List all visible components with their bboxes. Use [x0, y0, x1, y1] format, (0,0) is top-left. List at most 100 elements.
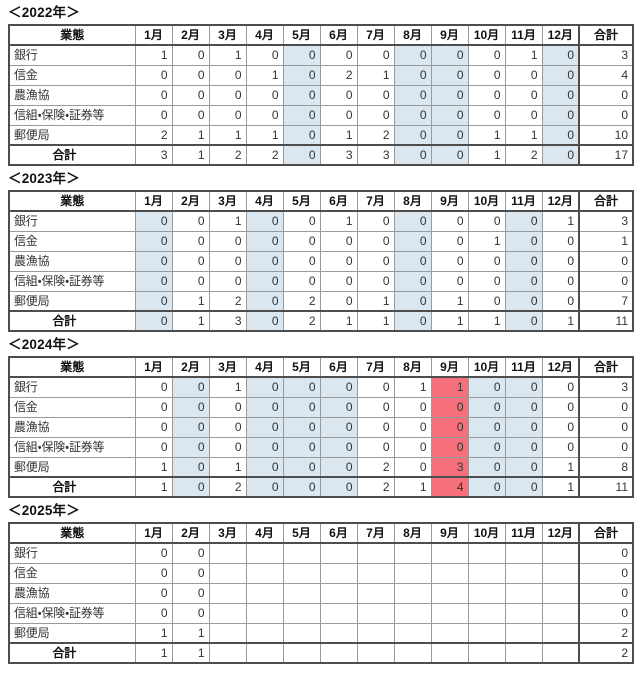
cell-2024-信組・保険・証券等-m2: 0: [171, 436, 210, 458]
column-header-month-11: 11月: [504, 190, 543, 212]
cell-2022-total-m8: 0: [393, 144, 432, 166]
cell-2023-total-m11: 0: [504, 310, 543, 332]
cell-2023-信金-m1: 0: [134, 230, 173, 252]
column-header-month-8: 8月: [393, 190, 432, 212]
cell-2024-信金-m6: 0: [319, 396, 358, 418]
row-label: 郵便局: [8, 124, 136, 146]
cell-2025-信金-m1: 0: [134, 562, 173, 584]
cell-2022-農漁協-m9: 0: [430, 84, 469, 106]
cell-2022-信金-m11: 0: [504, 64, 543, 86]
cell-2022-銀行-m11: 1: [504, 44, 543, 66]
column-header-month-5: 5月: [282, 24, 321, 46]
cell-2024-信組・保険・証券等-m10: 0: [467, 436, 506, 458]
cell-2024-農漁協-m5: 0: [282, 416, 321, 438]
year-title-2022: ＜2022年＞: [8, 5, 80, 20]
cell-2023-total-m10: 1: [467, 310, 506, 332]
cell-2025-total-m3: [208, 642, 247, 664]
cell-2024-信組・保険・証券等-m6: 0: [319, 436, 358, 458]
row-label: 農漁協: [8, 416, 136, 438]
cell-2022-農漁協-m1: 0: [134, 84, 173, 106]
column-header-total: 合計: [578, 356, 634, 378]
cell-2024-郵便局-m5: 0: [282, 456, 321, 478]
cell-2023-total-m5: 2: [282, 310, 321, 332]
column-header-month-8: 8月: [393, 522, 432, 544]
cell-2023-郵便局-m8: 0: [393, 290, 432, 312]
column-header-gyotai: 業態: [8, 356, 136, 378]
cell-2023-信金-m9: 0: [430, 230, 469, 252]
cell-2024-信組・保険・証券等-m4: 0: [245, 436, 284, 458]
cell-2025-total-m4: [245, 642, 284, 664]
table-row: 信金 0 0 0: [8, 562, 634, 584]
cell-2024-total-m8: 1: [393, 476, 432, 498]
cell-2024-農漁協-m2: 0: [171, 416, 210, 438]
cell-2023-total-m2: 1: [171, 310, 210, 332]
table-2022: 業態 1月 2月 3月 4月 5月 6月 7月 8月 9月 10月 11月 12月 合計 銀行 1 0 1 0 0 0 0…: [8, 24, 634, 166]
cell-2025-信組・保険・証券等-m11: [504, 602, 543, 624]
cell-2025-農漁協-m12: [541, 582, 580, 604]
cell-2024-信組・保険・証券等-m8: 0: [393, 436, 432, 458]
cell-2025-total-total: 2: [578, 642, 634, 664]
table-row: 郵便局 1 0 1 0 0 0 2 0 3 0 0 1 8: [8, 456, 634, 478]
column-header-total: 合計: [578, 24, 634, 46]
cell-2023-郵便局-m11: 0: [504, 290, 543, 312]
row-label: 銀行: [8, 44, 136, 66]
column-header-month-11: 11月: [504, 24, 543, 46]
column-header-month-6: 6月: [319, 356, 358, 378]
cell-2024-郵便局-total: 8: [578, 456, 634, 478]
cell-2025-銀行-m8: [393, 542, 432, 564]
table-row: 銀行 0 0 1 0 0 1 0 0 0 0 0 1 3: [8, 210, 634, 232]
cell-2022-total-m11: 2: [504, 144, 543, 166]
table-total-row: 合計 1 0 2 0 0 0 2 1 4 0 0 1 11: [8, 476, 634, 498]
cell-2022-銀行-m12: 0: [541, 44, 580, 66]
column-header-month-6: 6月: [319, 190, 358, 212]
cell-2024-農漁協-m11: 0: [504, 416, 543, 438]
cell-2023-郵便局-m4: 0: [245, 290, 284, 312]
cell-2025-銀行-m4: [245, 542, 284, 564]
column-header-month-7: 7月: [356, 522, 395, 544]
cell-2025-銀行-m2: 0: [171, 542, 210, 564]
cell-2025-total-m7: [356, 642, 395, 664]
cell-2025-郵便局-m9: [430, 622, 469, 644]
cell-2023-農漁協-total: 0: [578, 250, 634, 272]
cell-2022-total-m3: 2: [208, 144, 247, 166]
cell-2023-信金-m11: 0: [504, 230, 543, 252]
table-header-row: 業態 1月 2月 3月 4月 5月 6月 7月 8月 9月 10月 11月 12月 合計: [8, 24, 634, 46]
cell-2024-銀行-m8: 1: [393, 376, 432, 398]
cell-2022-銀行-m1: 1: [134, 44, 173, 66]
cell-2025-total-m2: 1: [171, 642, 210, 664]
cell-2024-銀行-m7: 0: [356, 376, 395, 398]
cell-2024-郵便局-m2: 0: [171, 456, 210, 478]
column-header-month-1: 1月: [134, 522, 173, 544]
cell-2023-銀行-m4: 0: [245, 210, 284, 232]
table-row: 郵便局 2 1 1 1 0 1 2 0 0 1 1 0 10: [8, 124, 634, 146]
row-label: 銀行: [8, 542, 136, 564]
row-label-total: 合計: [8, 144, 136, 166]
cell-2022-total-m12: 0: [541, 144, 580, 166]
cell-2024-信組・保険・証券等-m9: 0: [430, 436, 469, 458]
cell-2022-農漁協-m10: 0: [467, 84, 506, 106]
cell-2023-total-m12: 1: [541, 310, 580, 332]
cell-2024-信金-m12: 0: [541, 396, 580, 418]
cell-2025-信金-m5: [282, 562, 321, 584]
cell-2025-農漁協-m7: [356, 582, 395, 604]
cell-2022-信金-m9: 0: [430, 64, 469, 86]
cell-2025-農漁協-m5: [282, 582, 321, 604]
row-label: 農漁協: [8, 84, 136, 106]
cell-2023-農漁協-m6: 0: [319, 250, 358, 272]
cell-2022-信組・保険・証券等-m9: 0: [430, 104, 469, 126]
cell-2025-郵便局-m8: [393, 622, 432, 644]
column-header-month-5: 5月: [282, 190, 321, 212]
cell-2023-銀行-m10: 0: [467, 210, 506, 232]
cell-2025-郵便局-m4: [245, 622, 284, 644]
cell-2022-total-m7: 3: [356, 144, 395, 166]
cell-2022-銀行-m4: 0: [245, 44, 284, 66]
cell-2025-信金-total: 0: [578, 562, 634, 584]
row-label: 郵便局: [8, 622, 136, 644]
cell-2025-信組・保険・証券等-m5: [282, 602, 321, 624]
cell-2022-total-m1: 3: [134, 144, 173, 166]
cell-2024-信金-m11: 0: [504, 396, 543, 418]
row-label: 信金: [8, 230, 136, 252]
table-total-row: 合計 1 1 2: [8, 642, 634, 664]
column-header-gyotai: 業態: [8, 522, 136, 544]
column-header-month-5: 5月: [282, 356, 321, 378]
